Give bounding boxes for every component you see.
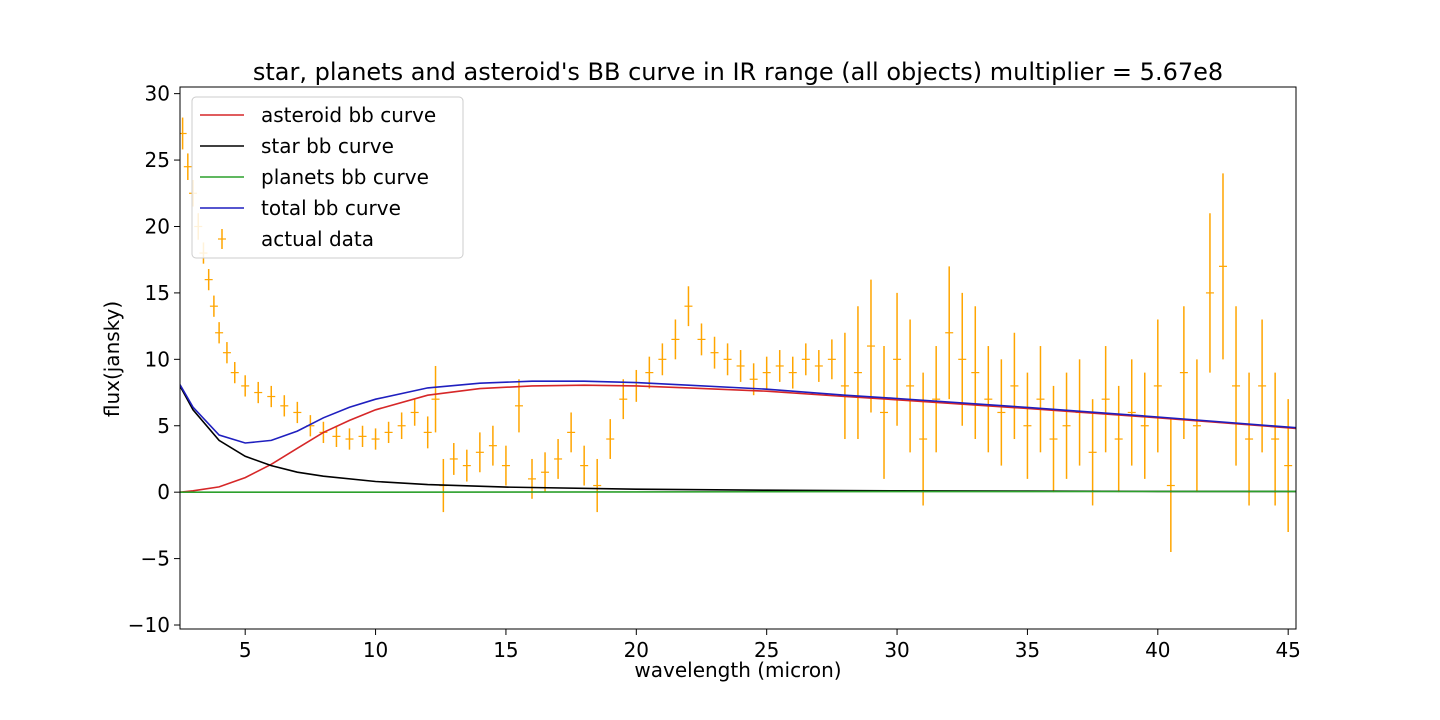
y-tick-label: 15 — [145, 281, 170, 305]
series-line-2 — [180, 490, 1296, 494]
x-tick-label: 25 — [754, 638, 779, 662]
chart-title: star, planets and asteroid's BB curve in… — [253, 58, 1223, 86]
series-line-0 — [180, 384, 1296, 493]
legend-box — [191, 96, 464, 259]
x-tick-label: 45 — [1275, 638, 1300, 662]
x-tick-label: 35 — [1015, 638, 1040, 662]
y-axis-label: flux(jansky) — [100, 301, 124, 417]
y-tick-label: −10 — [128, 613, 170, 637]
legend-label: total bb curve — [261, 196, 401, 220]
plot-area: 5 10 15 20 25 30 35 40 45 −10 −5 0 5 10 15 20 25 30 astero… — [128, 82, 1301, 662]
y-tick-label: 25 — [145, 148, 170, 172]
legend-label: asteroid bb curve — [261, 103, 436, 127]
series-line-3 — [180, 380, 1296, 444]
legend-label: star bb curve — [261, 134, 394, 158]
x-tick-label: 10 — [363, 638, 388, 662]
y-tick-label: −5 — [141, 547, 170, 571]
data-layer — [180, 117, 1296, 552]
legend-label: actual data — [261, 227, 374, 251]
x-tick-label: 20 — [624, 638, 649, 662]
legend: asteroid bb curve star bb curve planets bb… — [191, 96, 464, 259]
y-tick-label: 30 — [145, 82, 170, 106]
y-tick-label: 10 — [145, 347, 170, 371]
y-tick-label: 20 — [145, 214, 170, 238]
y-tick-label: 0 — [157, 480, 170, 504]
x-tick-label: 5 — [239, 638, 252, 662]
legend-label: planets bb curve — [261, 165, 429, 189]
y-tick-label: 5 — [157, 414, 170, 438]
x-tick-label: 30 — [884, 638, 909, 662]
x-tick-label: 15 — [493, 638, 518, 662]
x-axis-label: wavelength (micron) — [634, 658, 841, 682]
x-tick-label: 40 — [1145, 638, 1170, 662]
plot-frame — [179, 86, 1297, 630]
errorbar-series — [180, 117, 1293, 552]
